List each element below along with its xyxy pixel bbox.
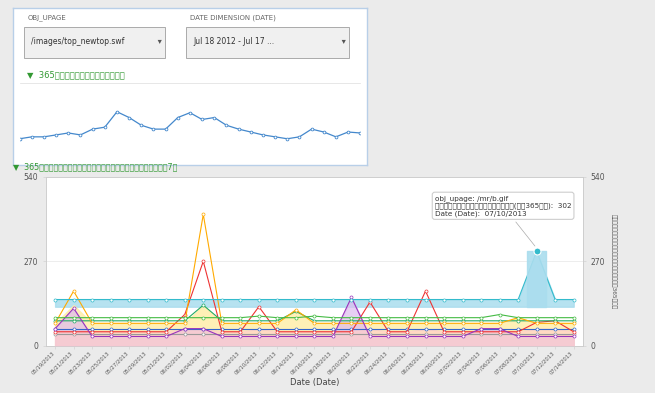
Text: /images/top_newtop.swf: /images/top_newtop.swf (31, 37, 124, 46)
Text: DATE DIMENSION (DATE): DATE DIMENSION (DATE) (190, 14, 276, 21)
Text: ▼  365日間トレンド（オブジェクト）: ▼ 365日間トレンド（オブジェクト） (28, 71, 125, 80)
Text: obj_upage: /mr/b.gif
平均オブジェクト・レスポンス・タイム(直近365日間):  302
Date (Date):  07/10/2013: obj_upage: /mr/b.gif 平均オブジェクト・レスポンス・タイム(… (435, 195, 571, 246)
Text: OBJ_UPAGE: OBJ_UPAGE (28, 14, 66, 21)
Text: Jul 18 2012 - Jul 17 ...: Jul 18 2012 - Jul 17 ... (193, 37, 274, 46)
Text: ▾: ▾ (339, 37, 345, 46)
FancyBboxPatch shape (187, 27, 349, 58)
Text: ▾: ▾ (155, 37, 161, 46)
Y-axis label: 平均オブジェクト・レスポンス・タイム（直近365日間）: 平均オブジェクト・レスポンス・タイム（直近365日間） (610, 214, 616, 309)
FancyBboxPatch shape (24, 27, 165, 58)
X-axis label: Date (Date): Date (Date) (290, 378, 339, 387)
Text: ▼  365日間トレンド（オブジェクト、重たいオブジェクト・トップ7）: ▼ 365日間トレンド（オブジェクト、重たいオブジェクト・トップ7） (13, 162, 178, 171)
